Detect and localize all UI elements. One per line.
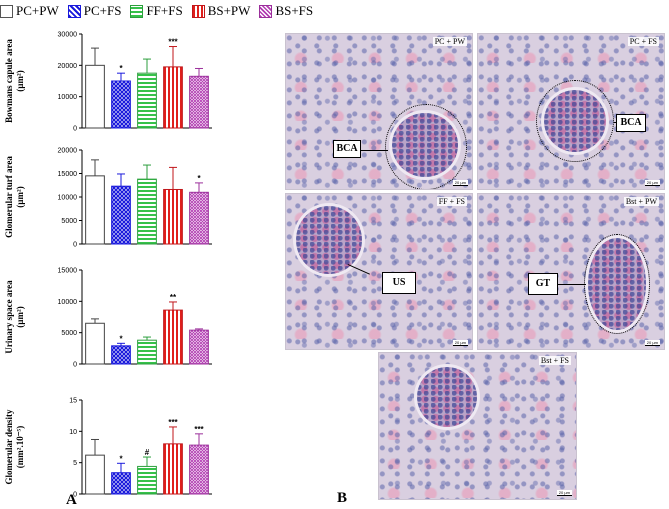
y-tick-label: 15	[69, 398, 77, 405]
bar-bs-fs	[189, 191, 209, 245]
legend-swatch	[67, 4, 81, 18]
y-axis-label: Glomerular density(mm².10⁻⁵)	[4, 409, 25, 485]
legend-label: BS+FS	[275, 3, 314, 18]
chart-urinary-space-area: Urinary space area(µm²) 0 5000 10000 15000 * *…	[0, 262, 225, 374]
y-tick-label: 10000	[58, 299, 78, 306]
bar-bs-fs	[189, 329, 209, 365]
significance-marker: *	[119, 334, 123, 343]
bar-pc-pw	[85, 322, 105, 365]
dotted-outline	[584, 234, 650, 334]
bar-ff-fs	[137, 178, 157, 245]
y-tick-label: 5000	[61, 218, 77, 225]
bar-pc-fs	[111, 185, 131, 245]
legend: PC+PW PC+FS FF+FS BS+PW BS+FS	[0, 2, 322, 20]
y-tick-label: 10000	[58, 195, 78, 202]
bar-pc-pw	[85, 64, 105, 129]
micrograph-label: FF + FS	[436, 197, 467, 206]
bar-ff-fs	[137, 339, 157, 365]
dotted-outline	[536, 80, 614, 162]
bar-ff-fs	[137, 72, 157, 129]
bar-pc-fs	[111, 472, 131, 495]
scale-bar: 20 µm	[452, 340, 468, 346]
micrograph-bst-fs: Bst + FS 20 µm	[378, 352, 577, 500]
micrograph-bst-pw: Bst + PW GT 20 µm	[477, 193, 665, 350]
y-tick-label: 15000	[58, 268, 78, 275]
y-tick-label: 0	[73, 492, 77, 499]
significance-marker: *	[197, 174, 201, 183]
bar-bs-pw	[163, 309, 183, 365]
significance-marker: *	[119, 64, 123, 73]
dotted-outline	[385, 104, 467, 189]
significance-marker: ***	[194, 425, 204, 434]
bar-ff-fs	[137, 465, 157, 495]
scale-bar: 20 µm	[644, 180, 660, 186]
scale-bar: 20 µm	[556, 490, 572, 496]
bar-bs-fs	[189, 444, 209, 495]
legend-swatch	[130, 4, 144, 18]
micrograph-ff-fs: FF + FS US 20 µm	[285, 193, 473, 350]
y-tick-label: 15000	[58, 171, 78, 178]
significance-marker: **	[170, 293, 177, 302]
micrograph-pc-pw: PC + PW BCA 20 µm	[285, 33, 473, 190]
significance-marker: #	[145, 448, 150, 457]
y-axis-label: Urinary space area(µm²)	[4, 280, 25, 354]
callout-bca: BCA	[333, 140, 361, 158]
y-axis-label: Bowmans capule area(µm²)	[4, 39, 25, 123]
bar-pc-fs	[111, 80, 131, 129]
legend-label: PC+PW	[16, 3, 59, 18]
bar-pc-pw	[85, 454, 105, 495]
y-tick-label: 5000	[61, 330, 77, 337]
chart-bowman-capsule-area: Bowmans capule area(µm²) 0 10000 20000 30000…	[0, 26, 225, 138]
legend-item-pc-pw: PC+PW	[0, 3, 59, 19]
significance-marker: ***	[168, 418, 178, 427]
panel-label-a: A	[66, 492, 77, 508]
callout-line	[360, 150, 388, 151]
chart-glomerular-turf-area: Glomerular turf area(µm²) 0 5000 10000 15000…	[0, 142, 225, 254]
micrograph-label: Bst + PW	[623, 197, 659, 206]
legend-item-ff-fs: FF+FS	[130, 3, 183, 19]
y-tick-label: 20000	[58, 148, 78, 155]
scale-bar: 20 µm	[452, 180, 468, 186]
micrograph-label: PC + PW	[432, 37, 467, 46]
micrograph-label: Bst + FS	[538, 356, 571, 365]
callout-line	[558, 284, 586, 285]
legend-label: BS+PW	[207, 3, 251, 18]
bar-bs-fs	[189, 75, 209, 129]
legend-label: FF+FS	[146, 3, 183, 18]
legend-item-pc-fs: PC+FS	[67, 3, 122, 19]
y-tick-label: 0	[73, 242, 77, 249]
y-tick-label: 0	[73, 362, 77, 369]
y-tick-label: 10	[69, 429, 77, 436]
legend-item-bs-fs: BS+FS	[259, 3, 313, 19]
y-tick-label: 5	[73, 460, 77, 467]
legend-swatch	[0, 4, 13, 18]
legend-swatch	[259, 4, 273, 18]
callout-bca: BCA	[616, 114, 646, 132]
panel-label-b: B	[337, 490, 348, 506]
callout-arrow	[347, 264, 370, 275]
legend-swatch	[191, 4, 205, 18]
micrograph-pc-fs: PC + FS BCA 20 µm	[477, 33, 665, 190]
legend-label: PC+FS	[83, 3, 122, 18]
callout-gt: GT	[528, 273, 558, 295]
scale-bar: 20 µm	[644, 340, 660, 346]
y-tick-label: 30000	[58, 32, 78, 39]
glomerulus	[417, 367, 477, 427]
bar-bs-pw	[163, 443, 183, 495]
legend-item-bs-pw: BS+PW	[191, 3, 251, 19]
callout-us: US	[382, 272, 416, 294]
glomerulus	[296, 206, 362, 274]
bar-bs-pw	[163, 188, 183, 245]
y-tick-label: 0	[73, 126, 77, 133]
significance-marker: ***	[168, 38, 178, 47]
y-tick-label: 10000	[58, 94, 78, 101]
bar-pc-pw	[85, 175, 105, 245]
chart-glomerular-density: Glomerular density(mm².10⁻⁵) 0 5 10 15 * # *** *…	[0, 392, 225, 504]
significance-marker: *	[119, 454, 123, 463]
y-tick-label: 20000	[58, 63, 78, 70]
bar-bs-pw	[163, 66, 183, 129]
bar-pc-fs	[111, 345, 131, 365]
micrograph-label: PC + FS	[627, 37, 659, 46]
y-axis-label: Glomerular turf area(µm²)	[4, 156, 25, 238]
